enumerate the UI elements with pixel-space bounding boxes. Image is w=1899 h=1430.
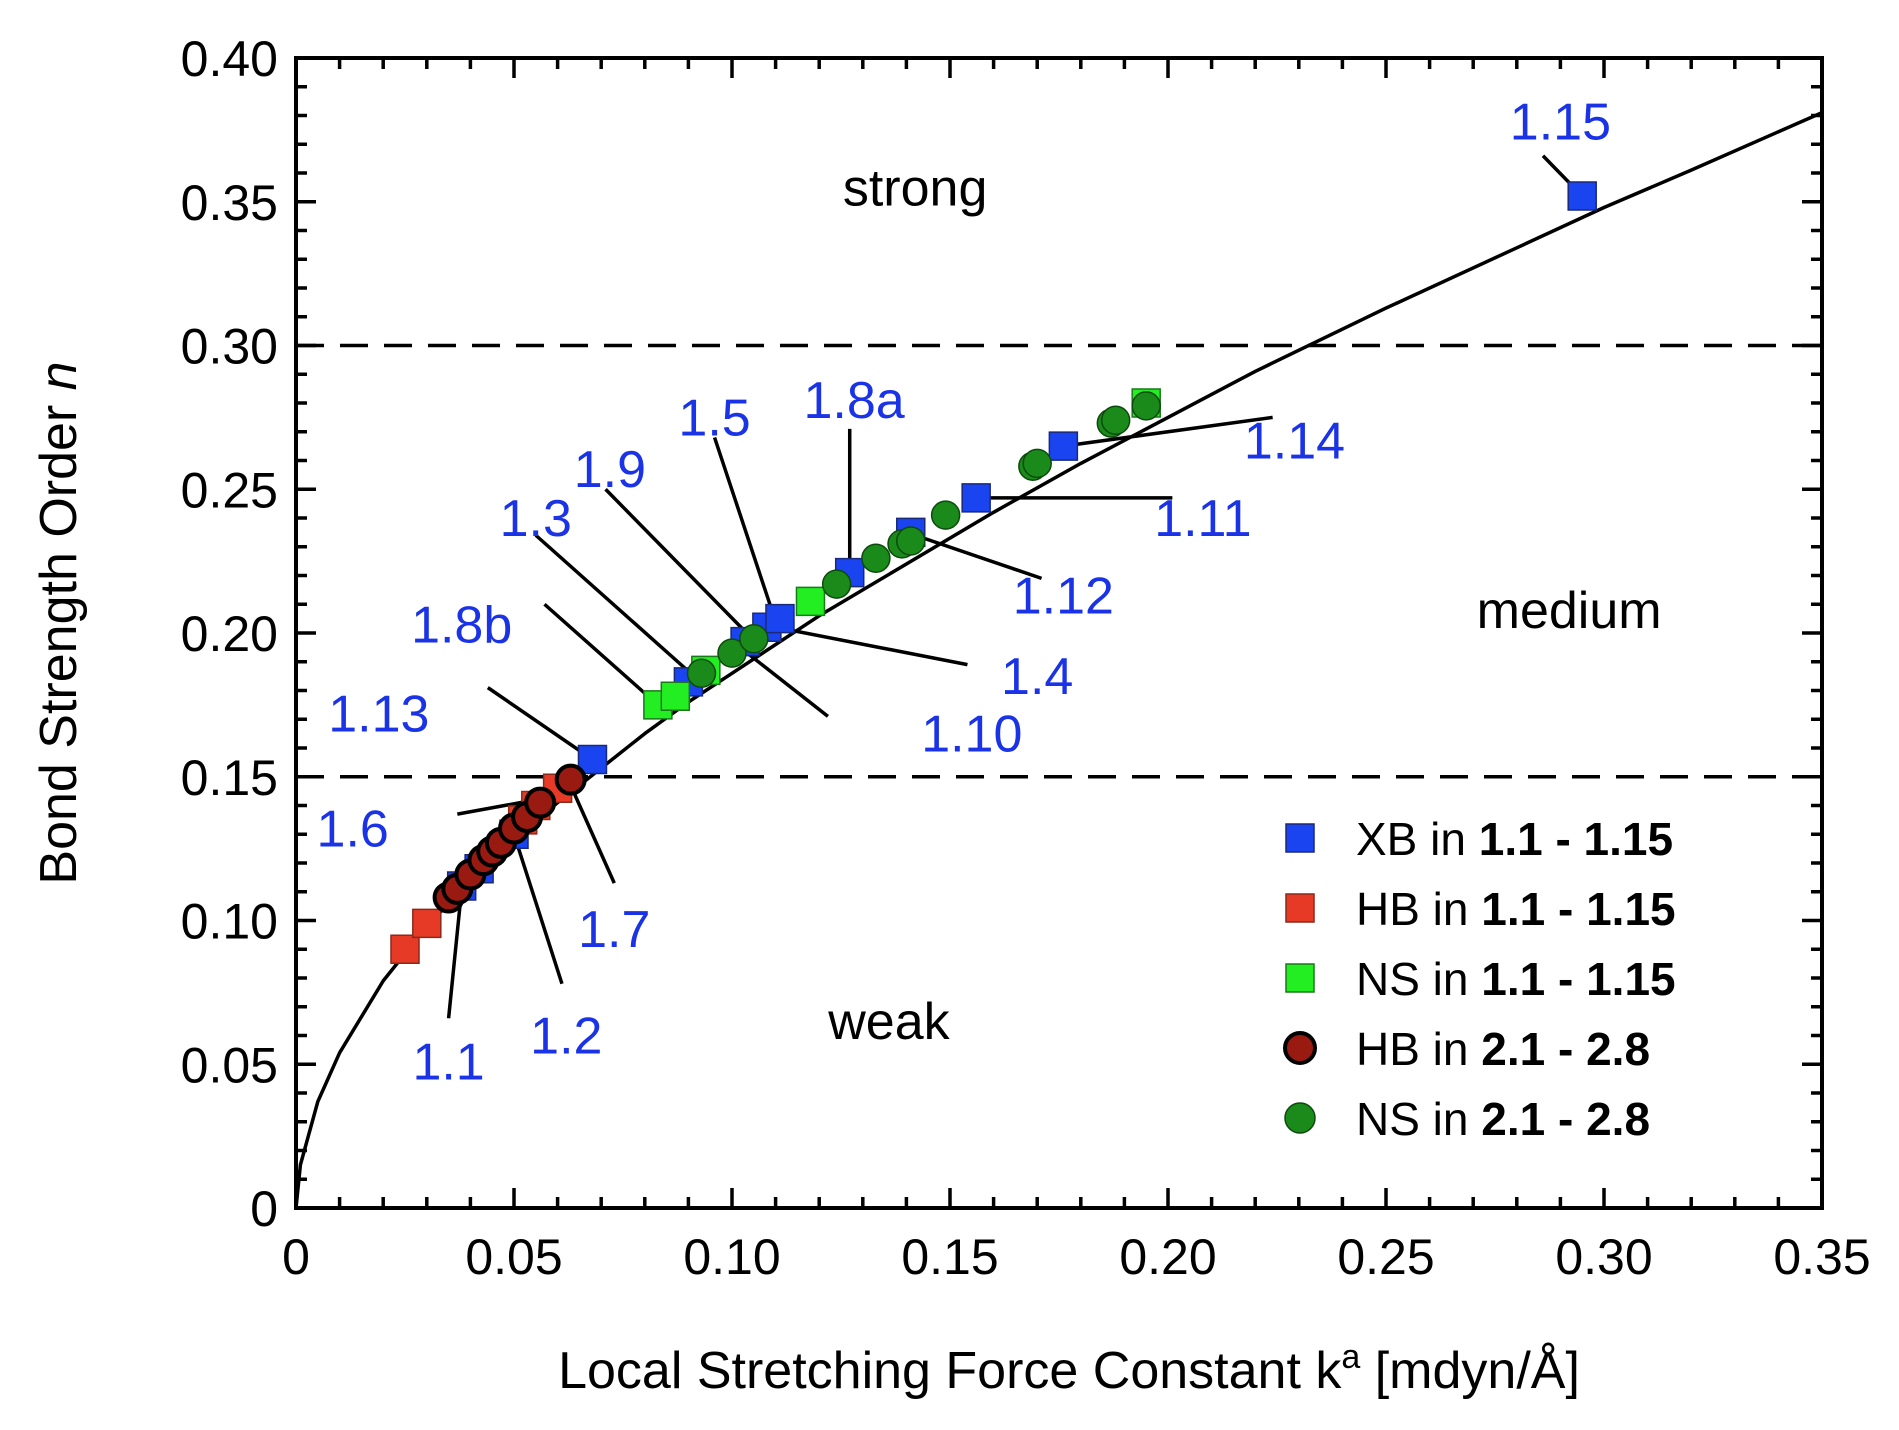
legend-label: HB in 1.1 - 1.15 xyxy=(1356,883,1676,935)
annotation-leader xyxy=(604,488,751,638)
annotation-label: 1.1 xyxy=(412,1033,484,1091)
y-tick-label: 0.35 xyxy=(181,175,278,231)
data-point-circle xyxy=(524,786,557,819)
annotation-label: 1.15 xyxy=(1510,93,1611,151)
legend-label: NS in 2.1 - 2.8 xyxy=(1356,1093,1650,1145)
annotation-leaders xyxy=(446,154,1584,1019)
data-point-square xyxy=(961,483,991,513)
axis-ticks xyxy=(294,56,1824,1210)
data-point-circle xyxy=(930,500,961,530)
annotation-label: 1.8a xyxy=(803,372,904,430)
annotation-leader xyxy=(735,643,830,718)
annotation-label: 1.4 xyxy=(1001,648,1073,706)
annotation-label: 1.8b xyxy=(411,596,512,654)
annotation-label: 1.6 xyxy=(317,801,389,859)
annotation-label: 1.3 xyxy=(500,490,572,548)
annotation-leader xyxy=(914,533,1043,581)
legend-marker-square xyxy=(1285,963,1315,993)
y-tick-label: 0.25 xyxy=(181,462,278,518)
chart-text: 0 0.05 0.10 0.15 0.20 0.25 0.30 0.35 0 0.05 0.10 0.… xyxy=(30,31,1871,1400)
annotation-label: 1.12 xyxy=(1013,568,1114,626)
data-point-circle xyxy=(1131,391,1161,421)
annotation-leader xyxy=(486,686,594,761)
fit-curve xyxy=(294,110,1823,1209)
annotation-leader xyxy=(569,784,616,884)
x-tick-label: 0.10 xyxy=(683,1229,780,1285)
fit-curve-layer xyxy=(294,110,1823,1209)
y-tick-label: 0.40 xyxy=(181,31,278,87)
y-tick-label: 0.10 xyxy=(181,894,278,950)
annotation-leader xyxy=(543,602,660,707)
data-point-square xyxy=(577,744,608,775)
data-point-square xyxy=(1048,431,1079,461)
legend-marker-circle xyxy=(1284,1102,1316,1134)
y-tick-label: 0.15 xyxy=(181,750,278,806)
data-points xyxy=(390,181,1597,964)
legend-label: HB in 2.1 - 2.8 xyxy=(1356,1023,1650,1075)
x-tick-label: 0.20 xyxy=(1119,1229,1216,1285)
annotation-label: 1.5 xyxy=(678,389,750,447)
annotation-leader xyxy=(446,888,464,1019)
x-tick-label: 0.30 xyxy=(1555,1229,1652,1285)
data-point-circle xyxy=(821,569,852,599)
x-tick-label: 0 xyxy=(282,1229,310,1285)
data-point-square xyxy=(412,908,442,939)
x-tick-label: 0.15 xyxy=(901,1229,998,1285)
data-point-circle xyxy=(861,543,891,573)
data-point-circle xyxy=(1022,448,1052,479)
x-tick-label: 0.05 xyxy=(465,1229,562,1285)
x-tick-label: 0.35 xyxy=(1773,1229,1870,1285)
legend-marker-circle xyxy=(1283,1031,1317,1065)
legend-label: NS in 1.1 - 1.15 xyxy=(1356,953,1676,1005)
y-tick-label: 0.05 xyxy=(181,1037,278,1093)
annotation-leader xyxy=(1063,415,1273,448)
y-tick-label: 0.20 xyxy=(181,606,278,662)
y-tick-label: 0.30 xyxy=(181,319,278,375)
annotation-leader xyxy=(534,533,699,681)
annotation-label: 1.2 xyxy=(530,1008,602,1066)
x-tick-label: 0.25 xyxy=(1337,1229,1434,1285)
data-point-square xyxy=(1567,181,1597,211)
data-point-circle xyxy=(554,763,587,796)
annotation-label: 1.9 xyxy=(574,441,646,499)
annotation-leader xyxy=(775,625,968,667)
data-point-circle xyxy=(1100,405,1131,435)
data-point-square xyxy=(795,586,826,617)
data-point-square xyxy=(765,603,795,634)
annotation-leader xyxy=(512,833,564,985)
legend-marker-square xyxy=(1285,893,1315,923)
annotation-label: 1.10 xyxy=(921,706,1022,764)
region-label: strong xyxy=(843,159,988,217)
data-point-circle xyxy=(896,526,926,556)
region-label: medium xyxy=(1477,582,1662,640)
y-axis-label: Bond Strength Order n xyxy=(30,361,88,884)
legend-label: XB in 1.1 - 1.15 xyxy=(1356,813,1673,865)
annotation-label: 1.14 xyxy=(1244,412,1345,470)
data-point-circle xyxy=(739,624,769,654)
data-point-circle xyxy=(717,638,747,668)
region-label: weak xyxy=(827,993,950,1051)
data-point-square xyxy=(660,681,691,711)
annotation-label: 1.7 xyxy=(578,901,650,959)
annotation-label: 1.13 xyxy=(328,686,429,744)
legend: XB in 1.1 - 1.15 HB in 1.1 - 1.15 NS in 1.… xyxy=(1283,813,1676,1145)
y-tick-label: 0 xyxy=(250,1181,278,1237)
annotation-label: 1.11 xyxy=(1154,490,1251,548)
threshold-lines xyxy=(296,343,1822,779)
data-point-square xyxy=(390,934,420,964)
annotation-leader xyxy=(712,436,778,623)
data-point-circle xyxy=(686,658,717,688)
legend-marker-square xyxy=(1285,823,1315,853)
x-axis-label: Local Stretching Force Constant ka [mdyn… xyxy=(558,1338,1580,1400)
